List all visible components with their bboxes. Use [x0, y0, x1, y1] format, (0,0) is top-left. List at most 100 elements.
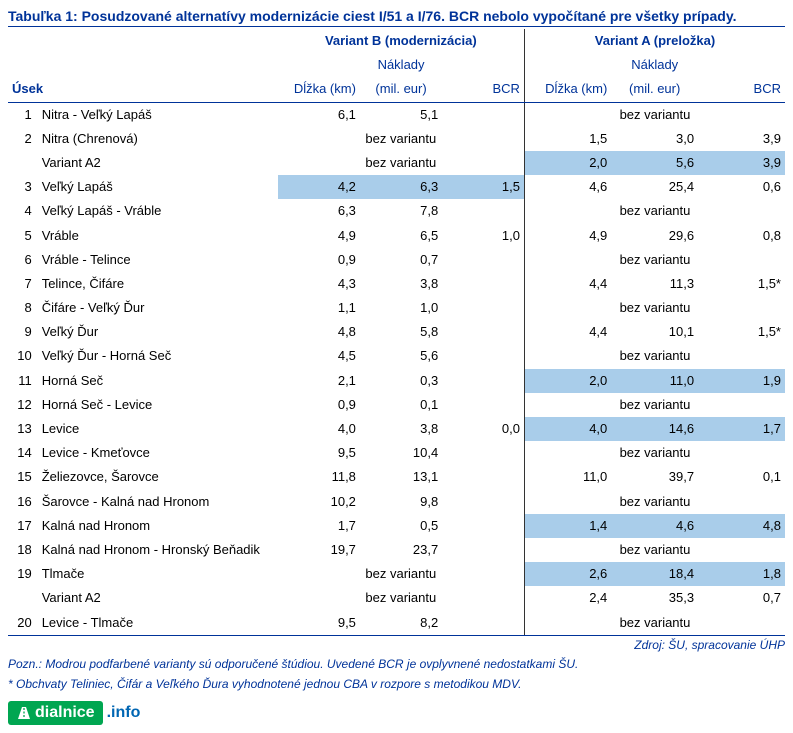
row-name: Horná Seč [38, 369, 278, 393]
cell-b-bcr [442, 490, 524, 514]
cell-a-bcr: 3,9 [698, 127, 785, 151]
cell-a-bcr: 0,8 [698, 224, 785, 248]
cell-a-d: 11,0 [524, 465, 611, 489]
row-name: Nitra (Chrenová) [38, 127, 278, 151]
cell-a-d: 1,5 [524, 127, 611, 151]
row-name: Šarovce - Kalná nad Hronom [38, 490, 278, 514]
row-index: 14 [8, 441, 38, 465]
row-name: Nitra - Veľký Lapáš [38, 102, 278, 127]
cell-b-bcr [442, 441, 524, 465]
row-index: 16 [8, 490, 38, 514]
logo-brand: dialnice [35, 704, 95, 722]
row-name: Vráble [38, 224, 278, 248]
table-body: 1Nitra - Veľký Lapáš6,15,1bez variantu2N… [8, 102, 785, 635]
cell-b-n: 6,5 [360, 224, 442, 248]
cell-b-d: 4,8 [278, 320, 360, 344]
cell-b-bcr: 1,5 [442, 175, 524, 199]
row-name: Variant A2 [38, 151, 278, 175]
cell-a-bez: bez variantu [524, 344, 785, 368]
table-row: 14Levice - Kmeťovce9,510,4bez variantu [8, 441, 785, 465]
cell-a-n: 5,6 [611, 151, 698, 175]
cell-b-d: 1,7 [278, 514, 360, 538]
footnote-2: * Obchvaty Teliniec, Čifár a Veľkého Ďur… [8, 676, 785, 693]
header-a-dlzka-spacer [524, 53, 611, 77]
table-row: 17Kalná nad Hronom1,70,51,44,64,8 [8, 514, 785, 538]
cell-b-n: 3,8 [360, 272, 442, 296]
table-row: 5Vráble4,96,51,04,929,60,8 [8, 224, 785, 248]
cell-b-n: 5,8 [360, 320, 442, 344]
cell-a-d: 2,0 [524, 369, 611, 393]
cell-b-bcr [442, 272, 524, 296]
row-name: Tlmače [38, 562, 278, 586]
cell-a-d: 4,9 [524, 224, 611, 248]
row-index: 20 [8, 611, 38, 636]
row-index: 15 [8, 465, 38, 489]
cell-b-bcr [442, 102, 524, 127]
cell-a-n: 14,6 [611, 417, 698, 441]
cell-b-bcr [442, 199, 524, 223]
row-index: 17 [8, 514, 38, 538]
cell-b-bcr: 1,0 [442, 224, 524, 248]
cell-a-d: 4,4 [524, 272, 611, 296]
row-index: 13 [8, 417, 38, 441]
row-index: 11 [8, 369, 38, 393]
table-row: 15Želiezovce, Šarovce11,813,111,039,70,1 [8, 465, 785, 489]
cell-a-bcr: 0,7 [698, 586, 785, 610]
row-name: Variant A2 [38, 586, 278, 610]
row-name: Levice [38, 417, 278, 441]
row-index: 6 [8, 248, 38, 272]
cell-b-n: 10,4 [360, 441, 442, 465]
header-b-dlzka: Dĺžka (km) [278, 77, 360, 102]
cell-b-n: 0,3 [360, 369, 442, 393]
table-row: 1Nitra - Veľký Lapáš6,15,1bez variantu [8, 102, 785, 127]
header-a-naklady-top: Náklady [611, 53, 698, 77]
cell-a-bcr: 1,5* [698, 272, 785, 296]
cell-b-n: 3,8 [360, 417, 442, 441]
cell-b-n: 8,2 [360, 611, 442, 636]
cell-a-d: 4,0 [524, 417, 611, 441]
cell-b-bcr [442, 465, 524, 489]
row-name: Veľký Ďur [38, 320, 278, 344]
cell-a-bez: bez variantu [524, 102, 785, 127]
cell-b-bez: bez variantu [278, 127, 525, 151]
cell-a-bez: bez variantu [524, 611, 785, 636]
cell-b-n: 0,1 [360, 393, 442, 417]
logo-badge: dialnice [8, 701, 103, 725]
cell-b-bcr [442, 344, 524, 368]
row-name: Vráble - Telince [38, 248, 278, 272]
row-name: Čifáre - Veľký Ďur [38, 296, 278, 320]
cell-a-n: 29,6 [611, 224, 698, 248]
header-a-bcr: BCR [698, 77, 785, 102]
cell-a-bcr: 1,8 [698, 562, 785, 586]
cell-a-n: 39,7 [611, 465, 698, 489]
header-b-bcr-spacer [442, 53, 524, 77]
cell-a-bcr: 0,6 [698, 175, 785, 199]
cell-b-n: 5,6 [360, 344, 442, 368]
row-index: 4 [8, 199, 38, 223]
cell-b-d: 4,2 [278, 175, 360, 199]
cell-a-d: 2,0 [524, 151, 611, 175]
header-b-naklady-top: Náklady [360, 53, 442, 77]
cell-a-d: 4,6 [524, 175, 611, 199]
cell-b-n: 7,8 [360, 199, 442, 223]
header-b-bcr: BCR [442, 77, 524, 102]
header-usek: Úsek [8, 29, 278, 102]
table-title: Tabuľka 1: Posudzované alternatívy moder… [8, 8, 785, 27]
cell-a-bcr: 3,9 [698, 151, 785, 175]
cell-b-bcr [442, 538, 524, 562]
cell-b-bcr [442, 369, 524, 393]
cell-b-n: 5,1 [360, 102, 442, 127]
cell-b-d: 4,5 [278, 344, 360, 368]
row-index: 18 [8, 538, 38, 562]
table-row: 8Čifáre - Veľký Ďur1,11,0bez variantu [8, 296, 785, 320]
cell-a-bez: bez variantu [524, 393, 785, 417]
highway-icon [16, 705, 32, 721]
row-name: Kalná nad Hronom - Hronský Beňadik [38, 538, 278, 562]
cell-a-d: 4,4 [524, 320, 611, 344]
cell-a-bcr: 4,8 [698, 514, 785, 538]
cell-b-d: 4,9 [278, 224, 360, 248]
cell-b-d: 4,3 [278, 272, 360, 296]
row-index [8, 586, 38, 610]
table-row: 2Nitra (Chrenová)bez variantu1,53,03,9 [8, 127, 785, 151]
cell-b-bez: bez variantu [278, 151, 525, 175]
